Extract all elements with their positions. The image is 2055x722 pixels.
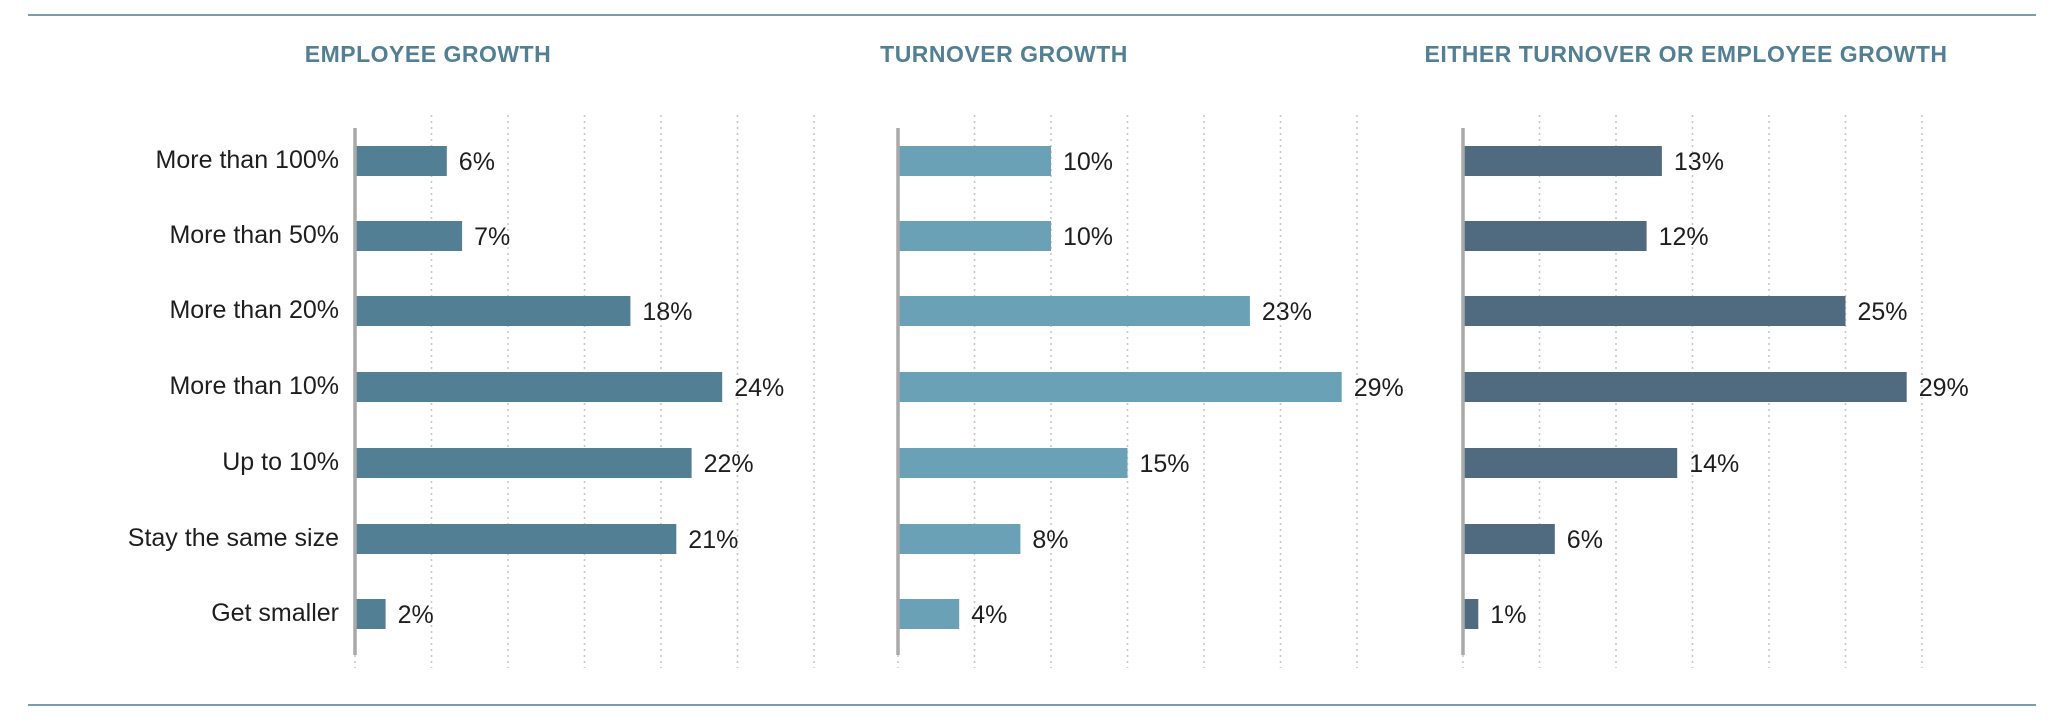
bar [355, 599, 386, 629]
category-label: More than 50% [169, 221, 339, 249]
category-label: More than 20% [169, 296, 339, 324]
data-label: 1% [1490, 601, 1526, 629]
bar [898, 372, 1342, 402]
bar [355, 524, 677, 554]
bar [1463, 448, 1678, 478]
data-label: 22% [704, 450, 754, 478]
data-label: 2% [398, 601, 434, 629]
data-label: 8% [1032, 526, 1068, 554]
data-label: 10% [1063, 148, 1113, 176]
data-label: 29% [1354, 374, 1404, 402]
data-label: 13% [1674, 148, 1724, 176]
chart-panel-1: 6% 7% 18% 24% 22% 21% 2% More than 100% More tha… [128, 41, 815, 668]
bar [898, 146, 1051, 176]
data-label: 23% [1262, 298, 1312, 326]
bar [355, 296, 631, 326]
category-label: More than 100% [156, 146, 339, 174]
chart-panel-2: 10% 10% 23% 29% 15% 8% 4% TURNOVER GROWTH [880, 41, 1404, 668]
data-label: 4% [971, 601, 1007, 629]
bar [898, 599, 960, 629]
bottom-rule [28, 704, 2036, 706]
bar [1463, 524, 1555, 554]
chart-title: TURNOVER GROWTH [880, 41, 1128, 67]
data-label: 18% [642, 298, 692, 326]
bar [1463, 221, 1647, 251]
bar [1463, 296, 1846, 326]
bar [898, 448, 1128, 478]
data-label: 24% [734, 374, 784, 402]
bar [355, 372, 723, 402]
bar [898, 221, 1051, 251]
data-label: 15% [1140, 450, 1190, 478]
bar [898, 524, 1021, 554]
data-label: 6% [1567, 526, 1603, 554]
category-label: Get smaller [211, 599, 339, 627]
category-label: Up to 10% [222, 448, 339, 476]
bar [898, 296, 1250, 326]
data-label: 21% [688, 526, 738, 554]
category-label: Stay the same size [128, 524, 339, 552]
data-label: 7% [474, 223, 510, 251]
bar [1463, 372, 1907, 402]
bar [355, 448, 692, 478]
category-label: More than 10% [169, 372, 339, 400]
data-label: 25% [1858, 298, 1908, 326]
chart-title: EITHER TURNOVER OR EMPLOYEE GROWTH [1424, 41, 1947, 67]
chart-title: EMPLOYEE GROWTH [305, 41, 551, 67]
data-label: 6% [459, 148, 495, 176]
bar [1463, 146, 1662, 176]
bar [355, 146, 447, 176]
bar [355, 221, 463, 251]
chart-panel-3: 13% 12% 25% 29% 14% 6% 1% EITHER TURNOVER OR EM… [1424, 41, 1969, 668]
data-label: 12% [1659, 223, 1709, 251]
data-label: 29% [1919, 374, 1969, 402]
data-label: 14% [1689, 450, 1739, 478]
data-label: 10% [1063, 223, 1113, 251]
top-rule [28, 14, 2036, 16]
bar [1463, 599, 1479, 629]
